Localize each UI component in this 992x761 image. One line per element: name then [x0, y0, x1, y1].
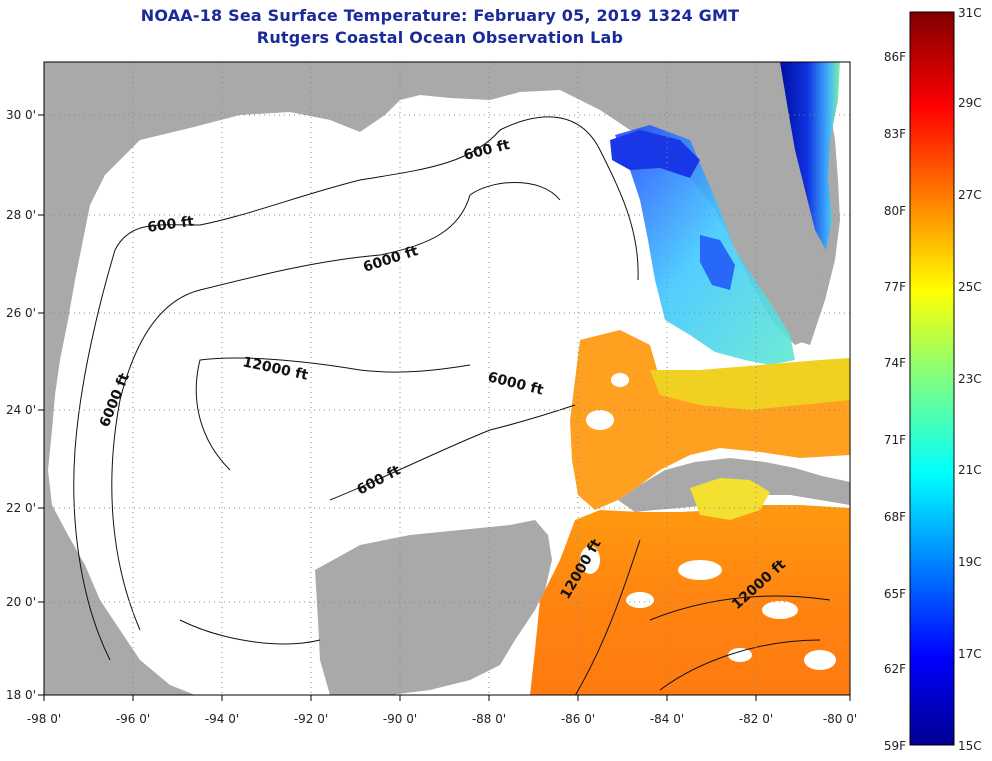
- lon-label: -88 0': [472, 712, 506, 726]
- sst-bigbend-blue: [610, 130, 700, 178]
- colorbar-gradient: [909, 11, 955, 746]
- lat-label: 26 0': [6, 306, 36, 320]
- longitude-labels: -98 0' -96 0' -94 0' -92 0' -90 0' -88 0…: [27, 712, 857, 726]
- map-subtitle: Rutgers Coastal Ocean Observation Lab: [256, 28, 624, 47]
- colorbar-c-label: 29C: [958, 96, 982, 110]
- lon-label: -90 0': [383, 712, 417, 726]
- lat-label: 30 0': [6, 108, 36, 122]
- lat-label: 22 0': [6, 501, 36, 515]
- lon-label: -80 0': [823, 712, 857, 726]
- frame-ticks: [38, 114, 851, 701]
- colorbar-c-label: 27C: [958, 188, 982, 202]
- colorbar-c-label: 23C: [958, 372, 982, 386]
- latitude-labels: 30 0' 28 0' 26 0' 24 0' 22 0' 20 0' 18 0…: [6, 108, 36, 702]
- sst-caribbean-warm: [530, 505, 850, 695]
- sst-loop-warm: [570, 330, 850, 510]
- colorbar-c-label: 31C: [958, 6, 982, 20]
- lat-label: 18 0': [6, 688, 36, 702]
- colorbar-c-label: 15C: [958, 739, 982, 753]
- colorbar-c-label: 21C: [958, 463, 982, 477]
- colorbar-f-labels: 86F 83F 80F 77F 74F 71F 68F 65F 62F 59F: [884, 50, 906, 753]
- colorbar-f-label: 71F: [884, 433, 906, 447]
- florida-land: [640, 62, 822, 345]
- colorbar-f-label: 83F: [884, 127, 906, 141]
- lon-label: -96 0': [116, 712, 150, 726]
- colorbar-f-label: 65F: [884, 587, 906, 601]
- colorbar-c-label: 25C: [958, 280, 982, 294]
- colorbar-c-labels: 31C 29C 27C 25C 23C 21C 19C 17C 15C: [958, 6, 982, 753]
- sst-yellow-band: [650, 358, 850, 410]
- cloud-gaps: [580, 373, 836, 670]
- lon-label: -94 0': [205, 712, 239, 726]
- colorbar-c-label: 17C: [958, 647, 982, 661]
- lon-label: -84 0': [650, 712, 684, 726]
- colorbar-c-label: 19C: [958, 555, 982, 569]
- lat-label: 20 0': [6, 595, 36, 609]
- map-title: NOAA-18 Sea Surface Temperature: Februar…: [140, 6, 740, 25]
- graticule: [44, 62, 850, 695]
- lon-label: -98 0': [27, 712, 61, 726]
- lon-label: -86 0': [561, 712, 595, 726]
- colorbar-f-label: 62F: [884, 662, 906, 676]
- sst-nw-cuba-yellow: [690, 478, 770, 520]
- map-frame: [43, 61, 851, 696]
- colorbar-f-label: 77F: [884, 280, 906, 294]
- lat-label: 24 0': [6, 403, 36, 417]
- lon-label: -82 0': [739, 712, 773, 726]
- colorbar-f-label: 68F: [884, 510, 906, 524]
- bathymetry-contours: [73, 116, 831, 695]
- colorbar-f-label: 59F: [884, 739, 906, 753]
- contour-label: 600 ft: [146, 214, 195, 236]
- sst-atlantic-cold: [780, 62, 840, 250]
- colorbar-f-label: 86F: [884, 50, 906, 64]
- sst-tampa-blue: [700, 235, 735, 290]
- lat-label: 28 0': [6, 208, 36, 222]
- colorbar-f-label: 74F: [884, 356, 906, 370]
- colorbar-f-label: 80F: [884, 204, 906, 218]
- yucatan-land: [315, 520, 552, 695]
- lon-label: -92 0': [294, 712, 328, 726]
